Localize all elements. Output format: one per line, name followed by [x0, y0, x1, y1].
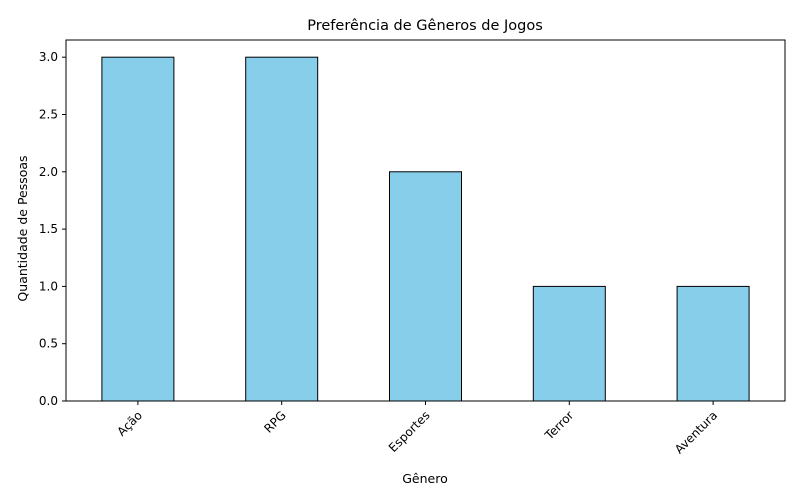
y-axis-label: Quantidade de Pessoas	[15, 155, 30, 301]
y-tick-label: 3.0	[39, 50, 58, 64]
x-tick-label: RPG	[261, 408, 288, 435]
y-tick-label: 2.5	[39, 107, 58, 121]
y-tick-label: 0.5	[39, 337, 58, 351]
x-tick-label: Terror	[542, 408, 577, 443]
y-tick-label: 1.5	[39, 222, 58, 236]
x-axis-label: Gênero	[402, 471, 448, 486]
y-tick-label: 0.0	[39, 394, 58, 408]
bar-4	[676, 285, 750, 402]
y-tick-label: 1.0	[39, 279, 58, 293]
x-tick-label: Aventura	[672, 408, 720, 456]
bar-2	[389, 171, 462, 402]
bar-0	[101, 56, 175, 402]
bar-1	[245, 56, 319, 402]
y-tick-label: 2.0	[39, 165, 58, 179]
x-tick-label: Esportes	[386, 408, 433, 455]
chart-title: Preferência de Gêneros de Jogos	[307, 18, 543, 34]
x-tick-label: Ação	[114, 408, 145, 439]
bar-3	[532, 285, 606, 402]
